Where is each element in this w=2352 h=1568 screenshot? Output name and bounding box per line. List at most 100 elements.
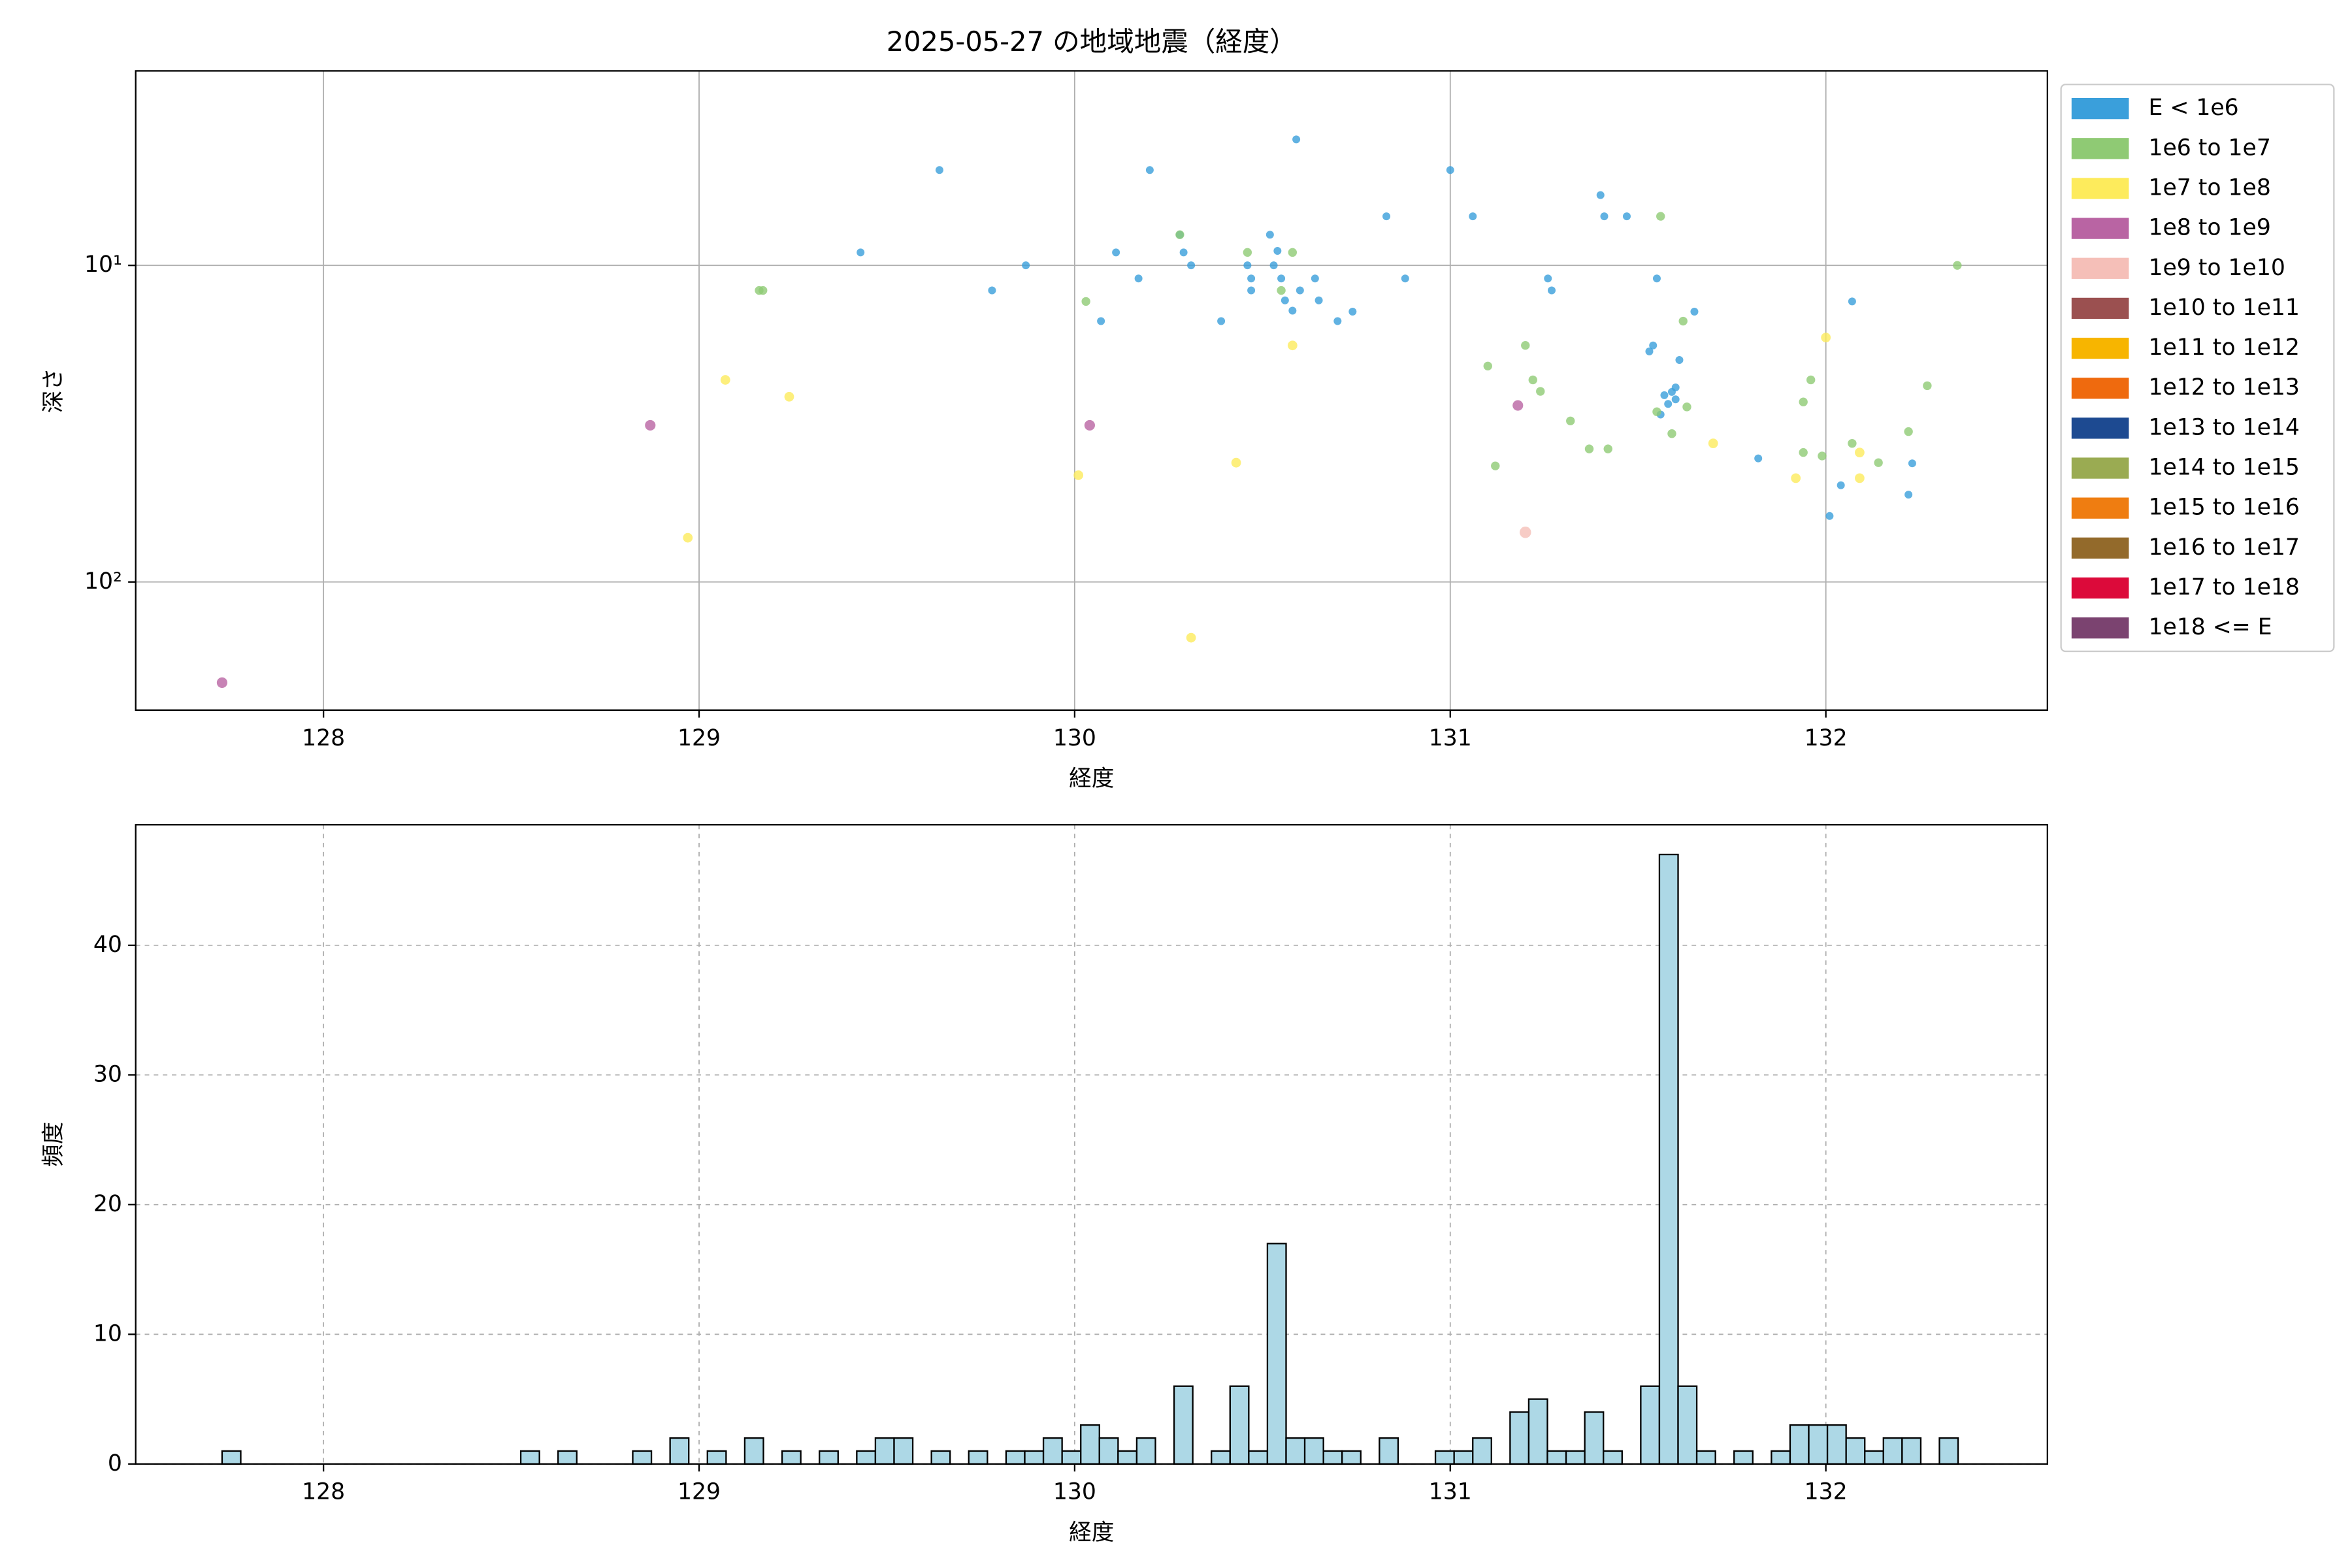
bar <box>632 1450 653 1465</box>
legend-label: 1e7 to 1e8 <box>2148 174 2270 201</box>
point <box>1664 400 1673 408</box>
point <box>1682 402 1691 412</box>
point <box>1277 286 1286 295</box>
point <box>1904 491 1913 499</box>
x-tick-label: 129 <box>678 1479 721 1505</box>
legend-label: 1e14 to 1e15 <box>2148 455 2299 481</box>
legend-swatch <box>2071 337 2129 359</box>
bar <box>1285 1437 1306 1465</box>
point <box>1243 248 1252 257</box>
point <box>1145 166 1154 174</box>
point <box>1073 470 1084 480</box>
plot-frame <box>135 824 2048 1465</box>
point <box>1217 317 1226 325</box>
x-tick-label: 130 <box>1053 725 1096 751</box>
point <box>1600 212 1609 221</box>
point <box>1097 317 1105 325</box>
bar <box>1677 1385 1698 1465</box>
legend-label: 1e13 to 1e14 <box>2148 414 2299 440</box>
point <box>1660 391 1669 399</box>
point <box>1134 274 1143 283</box>
point <box>1622 212 1631 221</box>
legend-label: 1e17 to 1e18 <box>2148 574 2299 600</box>
point <box>935 166 943 174</box>
point <box>1528 375 1537 385</box>
point <box>1904 427 1913 436</box>
bar <box>1322 1450 1343 1465</box>
bar <box>1211 1450 1231 1465</box>
point <box>1281 296 1289 304</box>
bar <box>1135 1437 1156 1465</box>
bar <box>1005 1450 1026 1465</box>
legend-label: 1e12 to 1e13 <box>2148 374 2299 400</box>
point <box>1333 317 1342 325</box>
point <box>1022 261 1030 270</box>
bar <box>1472 1437 1492 1465</box>
point <box>1652 407 1661 416</box>
point <box>1186 632 1196 643</box>
bar <box>519 1450 540 1465</box>
point <box>1656 212 1665 221</box>
point <box>1315 296 1323 304</box>
point <box>1799 448 1808 457</box>
bar <box>1080 1424 1100 1465</box>
point <box>1603 444 1612 453</box>
point <box>1848 438 1857 448</box>
point <box>216 677 227 688</box>
legend-swatch <box>2071 138 2129 159</box>
point <box>1678 316 1688 326</box>
point <box>1649 341 1658 350</box>
legend-swatch <box>2071 417 2129 439</box>
legend-label: 1e15 to 1e16 <box>2148 495 2299 521</box>
legend-swatch <box>2071 98 2129 120</box>
bar <box>781 1450 802 1465</box>
legend-swatch <box>2071 378 2129 399</box>
bar <box>930 1450 951 1465</box>
point <box>1179 248 1188 257</box>
point <box>683 532 693 543</box>
point <box>1277 274 1286 283</box>
point <box>1382 212 1391 221</box>
point <box>1469 212 1477 221</box>
legend-swatch <box>2071 537 2129 559</box>
bar <box>1826 1424 1847 1465</box>
bar <box>706 1450 727 1465</box>
point <box>1247 274 1256 283</box>
point <box>645 419 656 431</box>
bar <box>1771 1450 1791 1465</box>
point <box>1266 231 1274 239</box>
point <box>720 375 730 385</box>
y-tick-label: 30 <box>93 1061 122 1087</box>
point <box>1187 261 1196 270</box>
y-tick-label: 40 <box>93 932 122 958</box>
point <box>1287 340 1298 351</box>
point <box>1269 261 1278 270</box>
point <box>1818 451 1827 461</box>
point <box>1799 397 1808 406</box>
x-tick-label: 128 <box>302 725 345 751</box>
point <box>1667 429 1676 438</box>
point <box>1401 274 1409 283</box>
point <box>1645 347 1654 355</box>
point <box>1081 297 1090 306</box>
bar <box>1864 1450 1884 1465</box>
bar <box>1938 1437 1959 1465</box>
point <box>1908 459 1916 468</box>
bar <box>1248 1450 1269 1465</box>
legend-label: E < 1e6 <box>2148 95 2238 121</box>
bar <box>1379 1437 1399 1465</box>
bar <box>1434 1450 1455 1465</box>
point <box>1953 261 1962 270</box>
bar <box>1584 1411 1605 1465</box>
point <box>1690 307 1699 316</box>
bar <box>1640 1385 1661 1465</box>
x-axis-label: 経度 <box>1069 1520 1114 1546</box>
point <box>1446 166 1454 174</box>
legend-box <box>2060 84 2335 653</box>
x-tick-label: 130 <box>1053 1479 1096 1505</box>
bar <box>856 1450 877 1465</box>
bar <box>1341 1450 1362 1465</box>
point <box>1671 395 1680 404</box>
x-tick-label: 131 <box>1429 725 1472 751</box>
